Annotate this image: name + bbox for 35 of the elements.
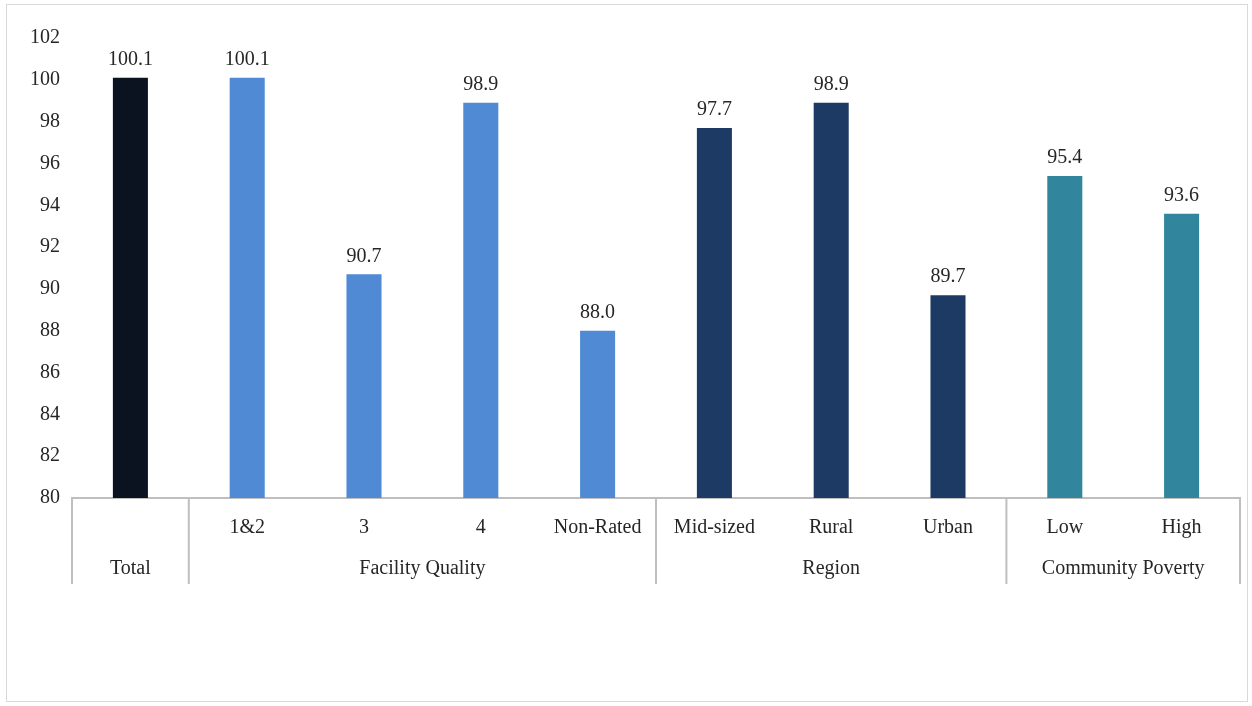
- y-tick-label: 102: [30, 25, 60, 48]
- y-tick-label: 86: [40, 359, 60, 382]
- y-tick-label: 98: [40, 108, 60, 131]
- y-tick-label: 82: [40, 443, 60, 466]
- x-tick-label: 4: [475, 515, 486, 538]
- x-tick-label: Non-Rated: [553, 515, 642, 538]
- data-label: 100.1: [224, 46, 270, 69]
- data-label: 98.9: [463, 72, 499, 95]
- x-tick-label: Low: [1046, 515, 1084, 538]
- text: Region: [802, 556, 861, 580]
- y-tick-label: 84: [40, 401, 60, 424]
- data-label: 95.4: [1047, 145, 1083, 168]
- text: Community Poverty: [1041, 556, 1205, 580]
- x-tick-label: 3: [359, 515, 369, 538]
- text: Total: [109, 556, 152, 579]
- x-tick-label: High: [1161, 515, 1202, 539]
- x-tick-label: 1&2: [229, 515, 265, 538]
- data-label: 98.9: [813, 72, 849, 95]
- x-tick-label: Mid-sized: [673, 515, 755, 538]
- data-label: 89.7: [930, 264, 966, 287]
- y-tick-label: 96: [40, 150, 60, 173]
- data-label: 100.1: [107, 46, 153, 69]
- y-tick-label: 100: [30, 67, 60, 90]
- text: Facility Quality: [359, 556, 486, 580]
- y-tick-label: 80: [40, 485, 60, 508]
- data-label: 97.7: [696, 97, 732, 120]
- data-label: 90.7: [346, 243, 382, 266]
- y-tick-label: 92: [40, 234, 60, 257]
- data-label: 93.6: [1164, 182, 1200, 205]
- x-tick-label: Rural: [808, 515, 854, 538]
- y-tick-label: 94: [40, 192, 60, 215]
- y-tick-label: 90: [40, 276, 60, 299]
- y-tick-label: 88: [40, 317, 60, 340]
- data-label: 88.0: [580, 299, 616, 322]
- x-tick-label: Urban: [923, 515, 973, 538]
